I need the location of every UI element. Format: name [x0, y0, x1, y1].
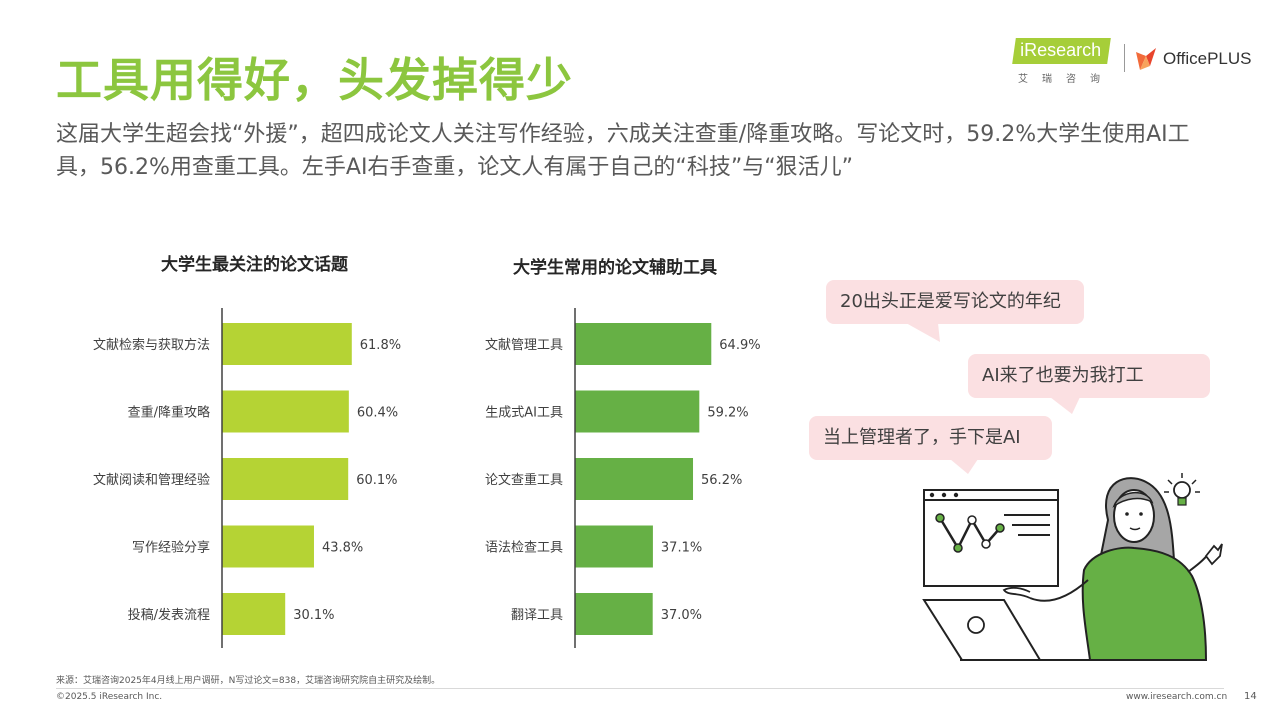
right-category-label-1: 生成式AI工具 [485, 406, 563, 421]
left-value-label-4: 30.1% [293, 608, 334, 623]
chart-left-title: 大学生最关注的论文话题 [161, 255, 348, 275]
right-category-label-4: 翻译工具 [511, 608, 563, 623]
left-category-label-1: 查重/降重攻略 [128, 405, 210, 421]
bar-charts: 文献检索与获取方法 61.8% 查重/降重攻略 60.4% 文献阅读和管理经验 60.1%… [93, 308, 761, 648]
speech-bubble-1-text: 20出头正是爱写论文的年纪 [840, 291, 1061, 312]
left-category-label-2: 文献阅读和管理经验 [93, 472, 210, 488]
right-bar-2 [575, 458, 694, 500]
line-chart-board-icon [923, 489, 1059, 587]
left-category-label-0: 文献检索与获取方法 [93, 337, 210, 353]
speech-bubble-3: 当上管理者了，手下是AI [809, 416, 1052, 460]
right-bar-4 [575, 593, 653, 635]
left-value-label-1: 60.4% [357, 406, 398, 421]
iresearch-badge: iResearch [1012, 38, 1111, 64]
website-link[interactable]: www.iresearch.com.cn [1126, 692, 1228, 702]
speech-bubble-2-tail [1050, 397, 1080, 414]
right-bar-1 [575, 390, 700, 433]
laptop-icon [922, 599, 1090, 661]
right-bar-0 [575, 323, 712, 365]
logo-divider [1124, 44, 1125, 72]
chart-right-title: 大学生常用的论文辅助工具 [513, 258, 717, 278]
officeplus-flame-icon [1136, 48, 1156, 70]
left-bar-4 [222, 593, 286, 635]
left-bar-1 [222, 390, 349, 433]
speech-bubble-1-tail [906, 323, 940, 342]
left-value-label-0: 61.8% [360, 338, 401, 353]
speech-bubble-3-tail [950, 459, 978, 474]
right-value-label-4: 37.0% [661, 608, 702, 623]
person-icon [1002, 477, 1223, 661]
speech-bubble-1: 20出头正是爱写论文的年纪 [826, 280, 1084, 324]
page-subtitle: 这届大学生超会找“外援”，超四成论文人关注写作经验，六成关注查重/降重攻略。写论… [56, 122, 1190, 180]
page-number: 14 [1244, 691, 1257, 702]
iresearch-logo: iResearch 艾瑞咨询 [1012, 38, 1114, 86]
footer-divider [56, 688, 1224, 689]
right-value-label-2: 56.2% [701, 473, 742, 488]
left-bar-3 [222, 525, 314, 568]
right-value-label-3: 37.1% [661, 541, 702, 556]
speech-bubble-2: AI来了也要为我打工 [968, 354, 1210, 398]
iresearch-cn-label: 艾瑞咨询 [1018, 74, 1114, 85]
right-value-label-1: 59.2% [707, 406, 748, 421]
right-category-label-0: 文献管理工具 [485, 338, 563, 353]
left-category-label-4: 投稿/发表流程 [128, 607, 210, 623]
left-bar-0 [222, 323, 352, 365]
lightbulb-icon [1164, 473, 1200, 506]
right-category-label-2: 论文查重工具 [485, 472, 563, 488]
speech-bubble-2-text: AI来了也要为我打工 [982, 365, 1144, 386]
right-category-label-3: 语法检查工具 [485, 541, 563, 556]
speech-bubble-3-text: 当上管理者了，手下是AI [823, 427, 1021, 448]
page-title: 工具用得好，头发掉得少 [56, 53, 573, 107]
right-bar-3 [575, 525, 653, 568]
right-value-label-0: 64.9% [719, 338, 760, 353]
left-category-label-3: 写作经验分享 [132, 540, 210, 556]
left-value-label-3: 43.8% [322, 541, 363, 556]
copyright: ©2025.5 iResearch Inc. [56, 692, 163, 702]
left-bar-2 [222, 458, 349, 500]
left-value-label-2: 60.1% [356, 473, 397, 488]
source-note: 来源：艾瑞咨询2025年4月线上用户调研，N写过论文=838，艾瑞咨询研究院自主… [56, 676, 441, 686]
officeplus-label: OfficePLUS [1163, 49, 1252, 68]
officeplus-logo: OfficePLUS [1134, 45, 1252, 73]
